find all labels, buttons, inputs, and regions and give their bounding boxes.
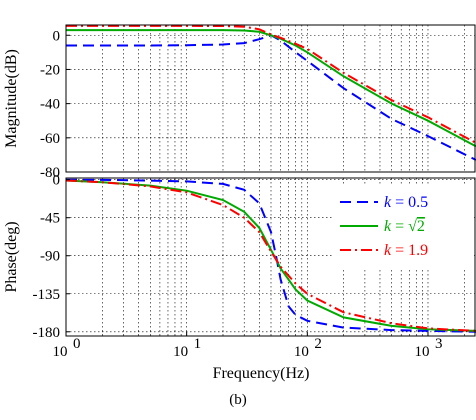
ph-y-tick-label: 0: [53, 173, 61, 189]
ph-y-tick-label: -90: [40, 249, 60, 265]
phase-x-tick-exponent: 1: [194, 336, 202, 352]
phase-x-tick-label: 10: [414, 344, 429, 360]
ph-series-line: [65, 179, 476, 332]
phase-x-tick-labels: 10 0 10 1 10 2 10 3: [53, 332, 443, 360]
phase-x-tick-exponent: 2: [314, 336, 322, 352]
magnitude-y-tick-labels: 0 -20 -40 -60 -80: [40, 28, 70, 181]
magnitude-grid: [66, 25, 476, 172]
phase-y-axis-label: Phase(deg): [3, 221, 20, 292]
phase-panel: 0-45-90-135-180 10 0 10 1 10 2 10 3 Phase(deg) …: [3, 173, 476, 382]
legend-entry-label: k = √2: [384, 218, 425, 235]
mag-y-tick-label: -20: [40, 62, 60, 78]
phase-plot-frame: [65, 177, 476, 337]
bode-figure: 0 -20 -40 -60 -80 Magnitude(dB) 0 -45 -90 -135 -…: [3, 24, 476, 382]
ph-y-tick-label: -135: [33, 287, 61, 303]
mag-y-tick-label: -80: [40, 165, 60, 181]
legend-entry-label: k = 0.5: [384, 194, 428, 211]
phase-x-tick-exponent: 3: [435, 336, 443, 352]
phase-x-tick-label: 10: [173, 344, 188, 360]
mag-y-tick-label: -60: [40, 131, 60, 147]
magnitude-plot-frame: [65, 24, 476, 173]
phase-series: [65, 178, 476, 333]
mag-series-line: [66, 24, 476, 144]
legend: k = 0.5 k = √2 k = 1.9: [332, 184, 474, 268]
magnitude-series: [66, 24, 476, 161]
phase-x-tick-label: 10: [294, 344, 309, 360]
phase-x-axis-label: Frequency(Hz): [213, 365, 310, 382]
phase-y-tick-labels: 0 -45 -90 -135 -180: [33, 173, 70, 341]
magnitude-y-axis-label: Magnitude(dB): [3, 49, 20, 148]
figure-caption: (b): [229, 392, 247, 408]
mag-y-tick-label: -40: [40, 97, 60, 113]
phase-x-tick-exponent: 0: [73, 336, 81, 352]
magnitude-panel: 0 -20 -40 -60 -80 Magnitude(dB): [3, 24, 476, 181]
ph-y-tick-label: -45: [40, 211, 60, 227]
mag-y-tick-label: 0: [53, 28, 61, 44]
phase-x-tick-label: 10: [53, 344, 68, 360]
legend-entry-label: k = 1.9: [384, 242, 428, 259]
ph-y-tick-label: -180: [33, 325, 61, 341]
phase-grid: [66, 178, 476, 336]
ph-series-line: [65, 178, 476, 333]
